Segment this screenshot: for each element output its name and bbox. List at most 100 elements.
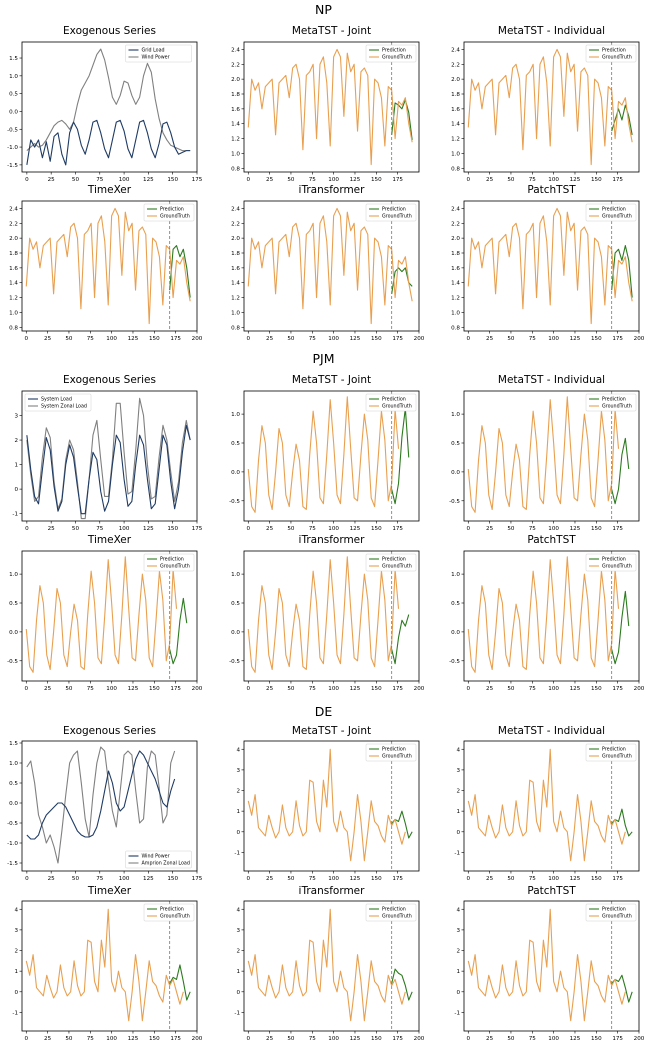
y-tick-label: -1: [454, 1010, 460, 1016]
y-tick-label: 2: [456, 789, 460, 795]
panel-pjm-5: PatchTST 0 25 50 75 100 125 150 175 200 -0.5 0.0 0.5…: [449, 534, 645, 692]
panel-pjm-0: Exogenous Series 0 25 50 75 100 125 150 175 -1 0 1 2…: [12, 374, 202, 532]
panel-np-3: TimeXer 0 25 50 75 100 125 150 175 200 0.8 1.0 1.2 1.…: [9, 184, 203, 342]
x-tick-label: 100: [328, 1036, 339, 1042]
y-tick-label: 0.5: [231, 441, 240, 447]
x-tick-label: 100: [328, 686, 339, 692]
y-tick-label: 1.8: [231, 92, 240, 98]
y-tick-label: 2.4: [451, 206, 460, 212]
x-tick-label: 75: [529, 177, 537, 183]
prediction-line: [611, 808, 633, 837]
series-line-wind-power: [26, 750, 176, 840]
plot-area: [247, 901, 413, 1031]
legend-label: Prediction: [602, 207, 626, 213]
plot-area: [467, 551, 630, 681]
panel-title: TimeXer: [87, 885, 132, 897]
y-tick-label: 2: [236, 949, 240, 955]
legend-box: [365, 203, 417, 222]
x-tick-label: 175: [612, 686, 623, 692]
y-tick-label: 0: [14, 990, 18, 996]
x-tick-label: 50: [72, 526, 80, 532]
x-tick-label: 150: [371, 876, 382, 882]
groundtruth-line: [247, 48, 413, 166]
y-tick-label: 2.0: [231, 77, 240, 83]
y-tick-label: 1: [456, 969, 460, 975]
groundtruth-line: [247, 207, 413, 325]
y-tick-label: 1.2: [231, 137, 240, 143]
axes-frame: [21, 200, 198, 332]
y-tick-label: 1.8: [451, 92, 460, 98]
y-tick-label: 0.5: [231, 601, 240, 607]
y-tick-label: 1.2: [9, 296, 18, 302]
legend-label: Wind Power: [142, 55, 170, 61]
groundtruth-line: [467, 396, 620, 513]
x-tick-label: 125: [570, 526, 581, 532]
panel-np-1: MetaTST - Joint 0 25 50 75 100 125 150 175 0.8 1.0…: [231, 25, 420, 183]
x-tick-label: 50: [287, 336, 295, 342]
x-tick-label: 25: [486, 686, 494, 692]
x-tick-label: 75: [529, 336, 537, 342]
prediction-line: [391, 968, 413, 1001]
panel-title: Exogenous Series: [63, 25, 156, 37]
x-tick-label: 0: [25, 177, 29, 183]
legend-label: GroundTruth: [382, 404, 412, 410]
axes-frame: [243, 550, 420, 682]
axes-frame: [21, 740, 198, 872]
x-tick-label: 125: [350, 526, 361, 532]
x-tick-label: 25: [486, 1036, 494, 1042]
x-tick-label: 150: [371, 686, 382, 692]
x-tick-label: 50: [287, 686, 295, 692]
panel-title: MetaTST - Joint: [292, 725, 371, 737]
legend-box: [143, 553, 195, 572]
panel-title: TimeXer: [87, 184, 132, 196]
panel-de-3: TimeXer 0 25 50 75 100 125 150 175 200 -1 0 1 2 3 4 Pred…: [12, 885, 202, 1042]
x-tick-label: 125: [143, 526, 154, 532]
y-tick-label: 1.8: [231, 251, 240, 257]
x-tick-label: 200: [634, 686, 645, 692]
x-tick-label: 175: [392, 686, 403, 692]
legend-label: Prediction: [382, 48, 406, 54]
x-tick-label: 175: [392, 1036, 403, 1042]
legend-box: [585, 44, 637, 63]
plot-area: [467, 42, 633, 172]
x-tick-label: 25: [266, 526, 274, 532]
legend-box: [585, 903, 637, 922]
x-tick-label: 175: [392, 876, 403, 882]
x-tick-label: 175: [192, 177, 203, 183]
legend-label: Prediction: [602, 747, 626, 753]
legend-box: [585, 553, 637, 572]
y-tick-label: 1.5: [9, 56, 18, 62]
y-tick-label: 1.0: [231, 412, 240, 418]
y-tick-label: 3: [14, 928, 18, 934]
x-tick-label: 100: [328, 177, 339, 183]
y-tick-label: 0.8: [231, 166, 240, 172]
plot-area: [25, 551, 188, 681]
series-line-system-load: [26, 424, 191, 515]
x-tick-label: 125: [350, 336, 361, 342]
panel-de-1: MetaTST - Joint 0 25 50 75 100 125 150 175 -1 0 1 2 3…: [234, 725, 420, 882]
legend-label: GroundTruth: [382, 214, 412, 220]
groundtruth-line: [467, 48, 633, 166]
x-tick-label: 175: [192, 526, 203, 532]
x-tick-label: 175: [612, 177, 623, 183]
x-tick-label: 150: [149, 1036, 160, 1042]
x-tick-label: 0: [246, 336, 250, 342]
y-tick-label: 0.0: [9, 109, 18, 115]
y-tick-label: 1: [236, 809, 240, 815]
panel-pjm-4: iTransformer 0 25 50 75 100 125 150 175 200 -0.5 0.…: [229, 534, 425, 692]
prediction-line: [611, 245, 633, 298]
x-tick-label: 175: [392, 526, 403, 532]
x-tick-label: 0: [246, 177, 250, 183]
x-tick-label: 0: [466, 336, 470, 342]
y-tick-label: 3: [236, 928, 240, 934]
x-tick-label: 175: [170, 336, 181, 342]
x-tick-label: 75: [309, 336, 317, 342]
x-tick-label: 0: [25, 876, 29, 882]
y-tick-label: 2: [456, 949, 460, 955]
